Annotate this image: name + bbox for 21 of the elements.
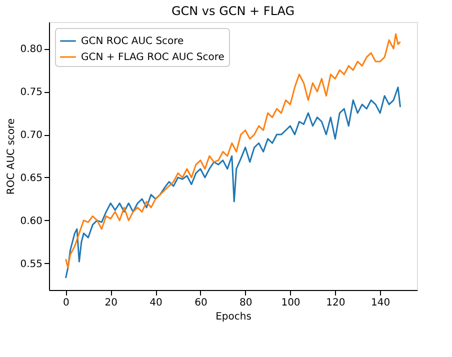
y-tick-label: 0.65: [20, 172, 42, 184]
x-tick-label: 20: [104, 298, 118, 308]
x-tick-label: 120: [326, 298, 346, 308]
x-tick-label: 80: [239, 298, 252, 308]
x-axis-title: Epochs: [216, 312, 252, 322]
x-tick-label: 140: [371, 298, 390, 308]
y-axis-title: ROC AUC score: [6, 118, 18, 195]
chart-title: GCN vs GCN + FLAG: [171, 4, 295, 18]
y-tick-label: 0.75: [20, 87, 42, 98]
x-tick-label: 40: [150, 298, 162, 308]
y-tick-label: 0.70: [20, 130, 42, 142]
x-tick-label: 60: [194, 298, 208, 308]
x-tick-label: 0: [63, 298, 70, 308]
legend-label: GCN + FLAG ROC AUC Score: [81, 52, 224, 63]
y-tick-label: 0.60: [20, 216, 42, 227]
legend-label: GCN ROC AUC Score: [81, 36, 184, 47]
y-tick-label: 0.80: [20, 44, 42, 56]
line-series: [64, 86, 402, 279]
y-tick-label: 0.55: [20, 258, 42, 270]
x-tick-label: 100: [281, 298, 300, 308]
line-series: [64, 33, 402, 268]
